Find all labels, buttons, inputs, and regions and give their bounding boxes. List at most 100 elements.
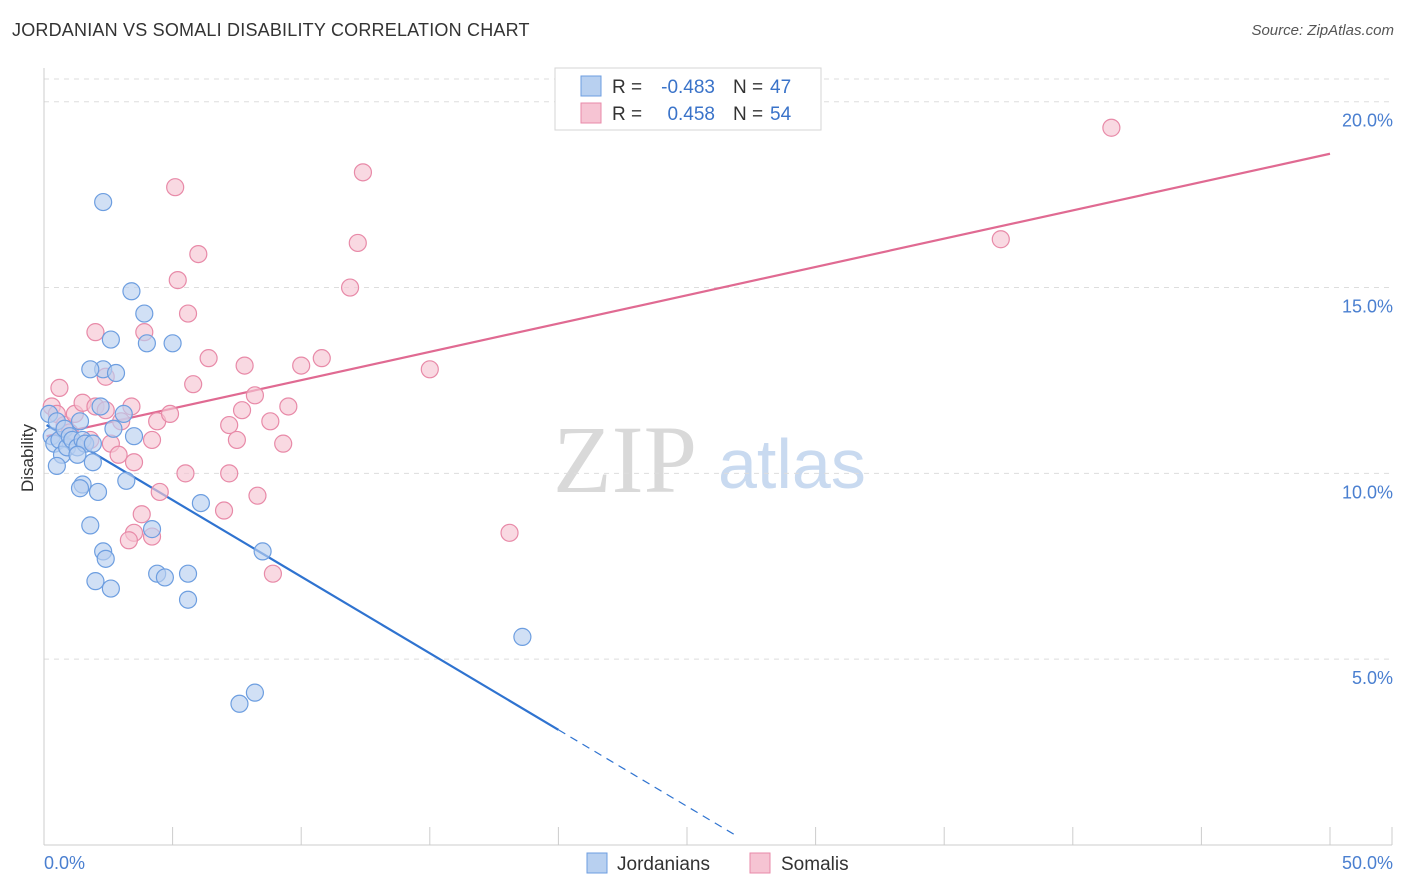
watermark-atlas: atlas [718, 425, 866, 503]
point-jordanians [135, 304, 154, 323]
source-credit: Source: ZipAtlas.com [1251, 22, 1394, 39]
y-axis-label: Disability [18, 423, 37, 492]
series-legend: Jordanians Somalis [586, 852, 849, 875]
y-tick-label: 5.0% [1352, 668, 1393, 688]
point-somalis [176, 464, 195, 483]
point-jordanians [104, 419, 123, 438]
point-jordanians [117, 471, 136, 490]
legend-n-value-2: 54 [770, 104, 792, 125]
point-jordanians [106, 363, 126, 383]
point-somalis [263, 564, 283, 583]
legend-r-value-2: 0.458 [667, 104, 715, 125]
point-somalis [109, 445, 128, 464]
point-somalis [199, 349, 218, 368]
legend-n-value-1: 47 [770, 77, 791, 98]
point-jordanians [122, 282, 141, 301]
point-somalis [160, 404, 180, 424]
point-jordanians [124, 427, 144, 446]
legend-swatch-jordanians [580, 75, 602, 97]
point-somalis [235, 356, 254, 375]
point-jordanians [114, 404, 133, 424]
point-somalis [279, 397, 298, 416]
point-somalis [124, 453, 144, 472]
point-somalis [500, 523, 519, 542]
point-jordanians [163, 334, 182, 353]
point-jordanians [245, 683, 265, 702]
point-jordanians [142, 520, 162, 539]
point-jordanians [81, 516, 100, 535]
point-somalis [991, 230, 1010, 249]
point-jordanians [191, 493, 210, 513]
point-somalis [227, 430, 246, 450]
legend-r-label-1: R = [612, 77, 642, 98]
point-somalis [420, 360, 439, 379]
y-tick-label: 20.0% [1342, 111, 1393, 131]
point-somalis [214, 501, 234, 520]
point-jordanians [70, 479, 90, 498]
legend-swatch-somalis [580, 102, 602, 124]
point-jordanians [68, 445, 87, 464]
point-somalis [150, 482, 169, 502]
point-jordanians [70, 412, 90, 431]
y-tick-label: 15.0% [1342, 297, 1393, 317]
point-somalis [232, 401, 252, 420]
point-jordanians [83, 434, 102, 453]
point-jordanians [513, 627, 532, 646]
point-jordanians [96, 549, 115, 568]
x-tick-label: 0.0% [44, 853, 85, 873]
point-somalis [348, 233, 367, 253]
point-jordanians [91, 397, 110, 416]
point-somalis [142, 430, 162, 450]
x-tick-label: 50.0% [1342, 853, 1393, 873]
trend-line-jordanians-extension [558, 729, 739, 838]
point-somalis [248, 486, 267, 505]
trend-line-somalis [46, 152, 1331, 438]
bottom-legend-label-jordanians: Jordanians [617, 854, 710, 875]
point-somalis [245, 386, 265, 405]
trend-line-jordanians [46, 424, 559, 731]
point-somalis [189, 245, 208, 264]
point-somalis [312, 349, 331, 368]
point-somalis [119, 531, 138, 550]
point-jordanians [81, 360, 100, 379]
point-somalis [86, 323, 105, 342]
point-somalis [184, 375, 203, 394]
point-jordanians [137, 334, 156, 353]
point-jordanians [253, 542, 272, 561]
point-somalis [132, 505, 151, 524]
bottom-legend-swatch-somalis [749, 852, 771, 874]
bottom-legend-swatch-jordanians [586, 852, 608, 874]
point-jordanians [178, 590, 198, 609]
point-somalis [274, 434, 293, 453]
axes: 5.0% 10.0% 15.0% 20.0% 0.0% 50.0% [43, 68, 1393, 873]
point-jordanians [94, 192, 113, 212]
point-somalis [220, 464, 239, 483]
legend-r-label-2: R = [612, 104, 642, 125]
point-jordanians [83, 453, 102, 472]
watermark-zip: ZIP [553, 406, 697, 513]
data-points [40, 118, 1121, 713]
legend-n-label-1: N = [733, 77, 763, 98]
point-somalis [50, 378, 69, 397]
point-jordanians [47, 456, 66, 476]
point-jordanians [155, 568, 174, 587]
point-somalis [292, 356, 311, 375]
point-jordanians [88, 482, 108, 502]
point-somalis [166, 178, 185, 197]
point-somalis [1102, 118, 1121, 137]
point-jordanians [86, 572, 105, 591]
y-tick-label: 10.0% [1342, 482, 1393, 502]
chart-title: JORDANIAN VS SOMALI DISABILITY CORRELATI… [12, 20, 530, 40]
legend-n-label-2: N = [733, 104, 763, 125]
bottom-legend-label-somalis: Somalis [781, 854, 849, 875]
point-somalis [340, 278, 360, 297]
legend-r-value-1: -0.483 [661, 77, 715, 98]
point-somalis [178, 304, 198, 323]
point-somalis [220, 415, 239, 435]
point-somalis [168, 271, 187, 290]
point-somalis [353, 163, 373, 182]
point-jordanians [101, 579, 120, 598]
point-somalis [261, 412, 280, 431]
stats-legend: R = -0.483 N = 47 R = 0.458 N = 54 [554, 67, 822, 131]
